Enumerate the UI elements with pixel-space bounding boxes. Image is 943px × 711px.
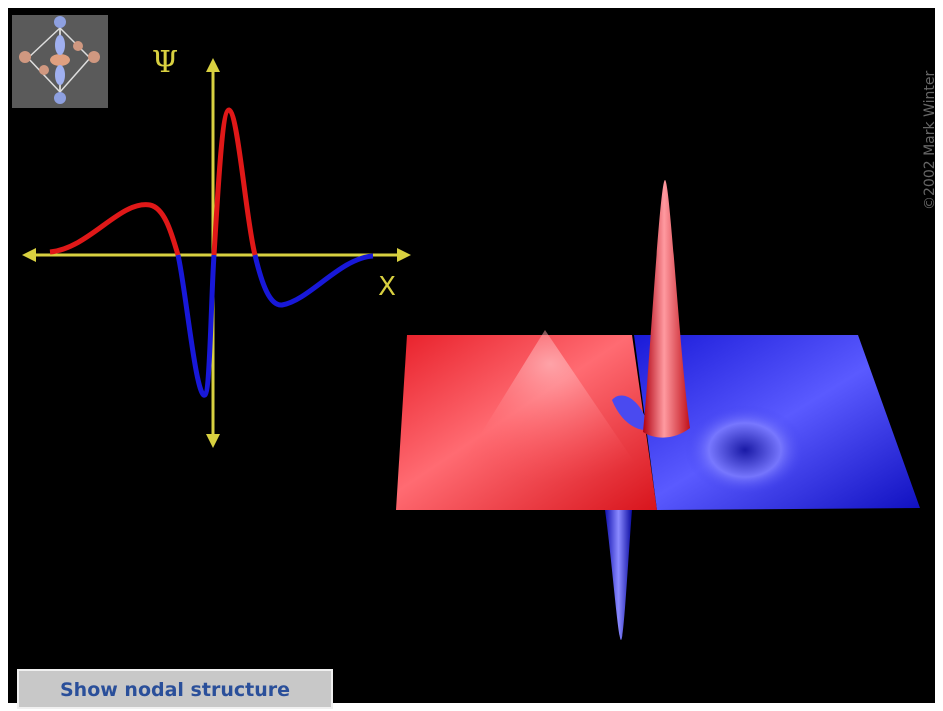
x-axis-label: X — [378, 272, 396, 302]
y-axis-label: Ψ — [152, 45, 178, 80]
molecule-icon — [12, 15, 108, 108]
copyright: ©2002 Mark Winter — [922, 71, 938, 210]
page: {"axis_labels": {"y": "Ψ", "x": "X"}, "c… — [0, 0, 943, 711]
viewer: Ψ X ©2002 Mark Winter Show nodal structu… — [0, 0, 943, 711]
nodal-structure-button[interactable]: Show nodal structure — [18, 670, 332, 708]
button-label[interactable]: Show nodal structure — [60, 679, 290, 701]
